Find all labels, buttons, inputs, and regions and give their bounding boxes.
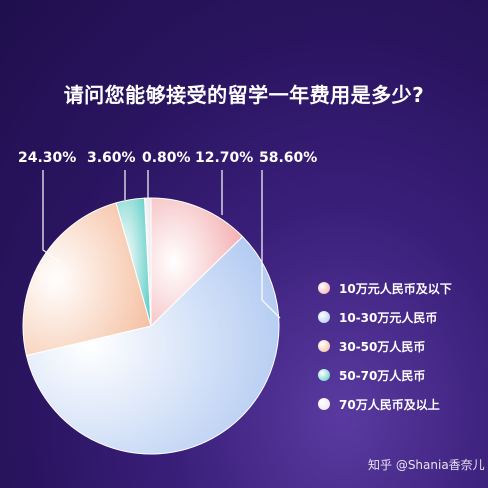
label-10-30: 58.60%	[259, 150, 318, 166]
legend-swatch-50-70	[318, 369, 330, 381]
legend-label: 10万元人民币及以下	[339, 281, 452, 296]
leader-line-10-30	[261, 170, 281, 319]
value-labels-row: 24.30% 3.60% 0.80% 12.70% 58.60%	[18, 150, 488, 168]
slice-70-plus	[144, 197, 152, 327]
leader-line-30-50	[42, 170, 61, 263]
label-50-70: 3.60%	[87, 150, 136, 166]
legend-label: 10-30万元人民币	[339, 310, 438, 325]
slice-30-50	[22, 202, 152, 357]
label-10-below: 12.70%	[195, 150, 254, 166]
chart-title: 请问您能够接受的留学一年费用是多少?	[63, 83, 425, 107]
legend-swatch-10-below	[318, 282, 330, 294]
legend-swatch-30-50	[318, 340, 330, 352]
legend-item: 50-70万人民币	[318, 367, 452, 383]
legend-label: 70万人民币及以上	[339, 397, 440, 412]
slice-10-below	[150, 197, 244, 328]
legend-item: 70万人民币及以上	[318, 396, 452, 412]
legend-item: 10万元人民币及以下	[318, 280, 452, 296]
legend-swatch-10-30	[318, 311, 330, 323]
legend-label: 30-50万人民币	[339, 339, 426, 354]
legend-item: 10-30万元人民币	[318, 309, 452, 325]
legend: 10万元人民币及以下 10-30万元人民币 30-50万人民币 50-70万人民…	[318, 280, 452, 425]
slice-10-30	[25, 235, 280, 455]
label-70-plus: 0.80%	[142, 150, 191, 166]
legend-swatch-70-plus	[318, 398, 330, 410]
legend-item: 30-50万人民币	[318, 338, 452, 354]
legend-label: 50-70万人民币	[339, 368, 426, 383]
label-30-50: 24.30%	[18, 150, 77, 166]
watermark: 知乎 @Shania香奈儿	[368, 458, 485, 472]
